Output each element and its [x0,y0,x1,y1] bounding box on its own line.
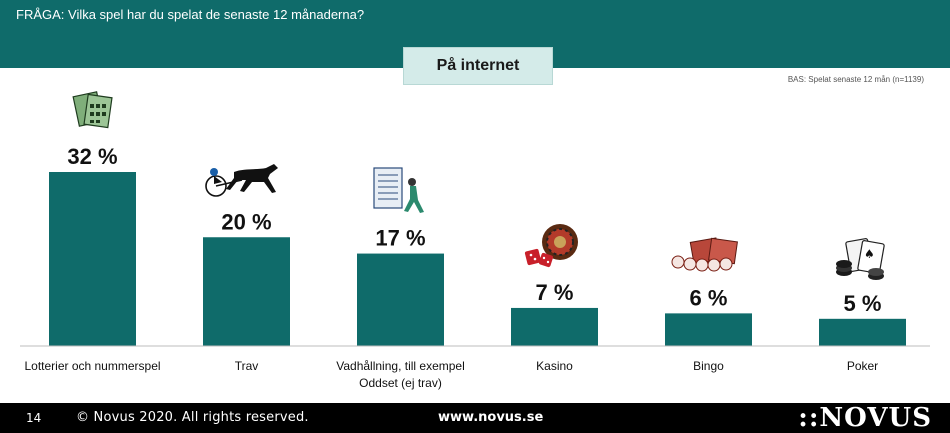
copyright-text: © Novus 2020. All rights reserved. [76,410,309,425]
tab-label: På internet [436,57,520,74]
value-label-3: 7 % [536,280,574,305]
value-label-1: 20 % [221,209,271,234]
category-label-3: Kasino [536,359,573,373]
novus-logo: ::NOVUS [798,403,932,433]
value-label-4: 6 % [690,285,728,310]
bar-1 [203,237,290,346]
svg-text:♠: ♠ [864,247,875,261]
value-label-0: 32 % [67,144,117,169]
roulette-dice-icon [524,224,578,268]
website-link[interactable]: www.novus.se [438,410,544,425]
betting-slip-icon [373,167,424,213]
harness-racing-icon [205,164,278,197]
bingo-balls-icon [671,237,738,272]
page-number: 14 [26,411,42,425]
tab-pa-internet[interactable]: På internet [403,47,553,85]
value-label-5: 5 % [844,291,882,316]
lottery-tickets-icon [72,91,113,129]
base-note: BAS: Spelat senaste 12 mån (n=1139) [787,75,924,84]
category-label-2: Vadhållning, till exempel Oddset (ej trav… [336,359,465,390]
bar-4 [665,313,752,346]
bar-3 [511,307,598,346]
bar-2 [357,253,444,346]
category-label-5: Poker [847,359,878,373]
poker-cards-chips-icon: ♠ [836,238,885,280]
category-label-0: Lotterier och nummerspel [24,359,160,373]
footer-bar: 14 © Novus 2020. All rights reserved. ww… [0,403,950,433]
bar-chart: 32 % Lotterier och nummerspel 20 % Trav 17 %… [20,144,930,390]
bar-5 [819,318,906,346]
question-text: FRÅGA: Vilka spel har du spelat de senas… [16,7,365,22]
value-label-2: 17 % [375,226,425,251]
category-label-4: Bingo [693,359,724,373]
bar-0 [49,172,136,346]
category-label-1: Trav [235,359,259,373]
